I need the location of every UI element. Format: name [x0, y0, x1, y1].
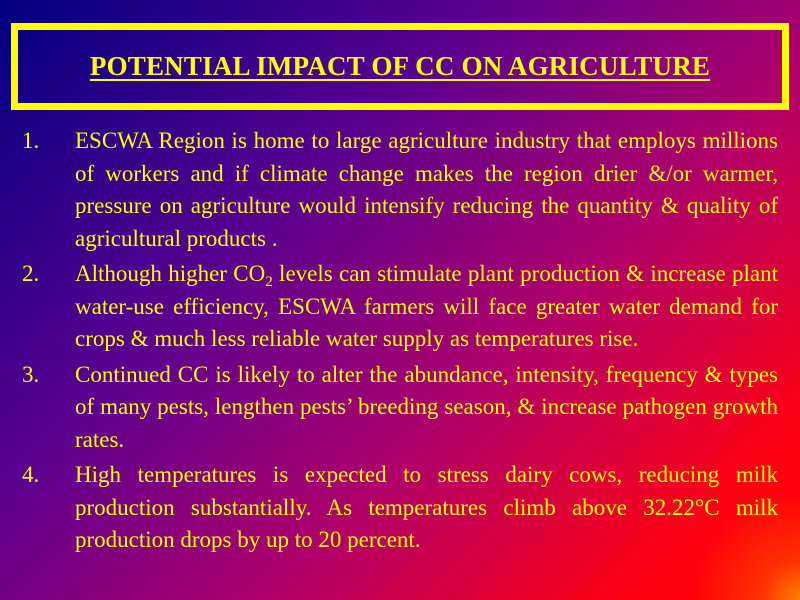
item-text: Although higher CO2 levels can stimulate… — [75, 258, 778, 356]
title-box: POTENTIAL IMPACT OF CC ON AGRICULTURE — [11, 23, 789, 110]
list-item: 3. Continued CC is likely to alter the a… — [0, 359, 800, 457]
slide-title: POTENTIAL IMPACT OF CC ON AGRICULTURE — [89, 51, 711, 81]
bullet-list: 1. ESCWA Region is home to large agricul… — [0, 125, 800, 560]
item-text: Continued CC is likely to alter the abun… — [75, 361, 778, 452]
item-text: High temperatures is expected to stress … — [75, 462, 778, 552]
co2-subscript: 2 — [265, 274, 273, 290]
item-number: 4. — [22, 462, 40, 487]
item-text: ESCWA Region is home to large agricultur… — [75, 128, 778, 251]
list-item: 1. ESCWA Region is home to large agricul… — [0, 125, 800, 255]
item-text-part: levels can stimulate plant production & … — [75, 261, 778, 351]
item-text-part: Although higher CO — [75, 261, 266, 286]
list-item: 4. High temperatures is expected to stre… — [0, 459, 800, 557]
item-number: 1. — [22, 128, 40, 153]
item-number: 2. — [22, 261, 40, 286]
item-number: 3. — [22, 361, 40, 387]
list-item: 2. Although higher CO2 levels can stimul… — [0, 258, 800, 356]
